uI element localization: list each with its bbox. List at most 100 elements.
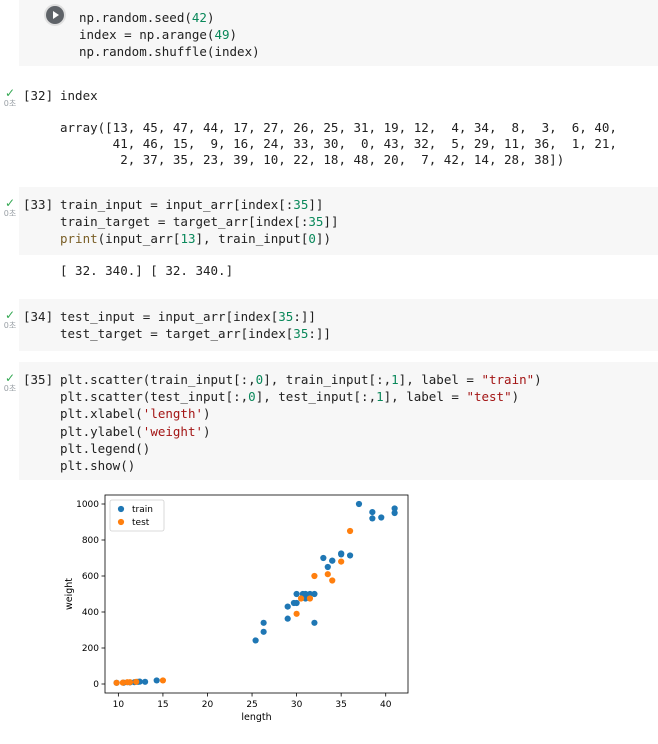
test-point	[306, 595, 314, 602]
y-tick-label: 400	[82, 608, 99, 618]
x-tick-label: 20	[202, 700, 214, 710]
code-line: train_input = input_arr[index[:35]]	[60, 196, 338, 213]
code-token: 0	[255, 372, 264, 387]
code-token: "test"	[466, 389, 512, 405]
code-token: 35	[293, 326, 309, 342]
execution-count: [33]	[23, 197, 54, 212]
x-tick-label: 15	[157, 700, 168, 710]
code-token: ], train_input[:,	[263, 372, 392, 387]
code-line: print(input_arr[13], train_input[0])	[60, 230, 338, 247]
x-tick-label: 30	[291, 700, 303, 710]
test-point	[346, 527, 354, 535]
train-point	[284, 603, 291, 610]
execution-count: [35]	[23, 372, 54, 387]
code-line: plt.scatter(test_input[:,0], test_input[…	[60, 388, 542, 405]
x-tick-label: 35	[335, 700, 346, 710]
status-check-icon: ✓	[4, 371, 16, 385]
code-token: 1	[376, 389, 384, 405]
cell-output: [ 32. 340.] [ 32. 340.]	[60, 263, 234, 278]
y-tick-label: 800	[82, 536, 99, 546]
train-point	[346, 552, 354, 559]
code-token: )	[203, 423, 211, 439]
execution-duration: 0초	[3, 99, 17, 108]
code-line: plt.xlabel('length')	[60, 405, 542, 422]
code-token: plt.scatter(train_input[:,	[60, 372, 256, 387]
code-token: plt.scatter(test_input[:,	[60, 389, 249, 405]
train-point	[329, 557, 336, 564]
code-editor[interactable]: np.random.seed(42) index = np.arange(49) n…	[19, 0, 658, 66]
code-token: 13	[180, 231, 196, 247]
code-token: plt.show()	[60, 458, 136, 474]
code-token: ], train_input[	[195, 231, 309, 247]
code-line: plt.scatter(train_input[:,0], train_inpu…	[60, 371, 542, 388]
status-check-icon: ✓	[4, 86, 16, 100]
code-token: ]]	[308, 197, 324, 212]
code-token: 0	[248, 389, 256, 405]
test-point	[338, 558, 345, 565]
code-token: 'weight'	[142, 423, 204, 439]
code-token: test_target = target_arr[index[	[60, 326, 294, 342]
code-lines: train_input = input_arr[index[:35]] train…	[60, 196, 338, 248]
test-point	[311, 572, 318, 580]
code-token: :]]	[293, 309, 316, 324]
code-line: np.random.seed(42)	[79, 9, 260, 26]
code-token: train_target = target_arr[index[:	[60, 214, 309, 230]
train-point	[302, 590, 309, 598]
code-lines: np.random.seed(42) index = np.arange(49) n…	[79, 9, 260, 61]
code-token: )	[203, 406, 211, 422]
code-line: plt.legend()	[60, 440, 542, 457]
train-point	[338, 551, 345, 558]
code-editor[interactable]: [35] plt.scatter(train_input[:,0], train…	[19, 362, 658, 480]
train-point	[290, 599, 298, 607]
execution-duration: 0초	[3, 209, 17, 218]
y-tick-label: 200	[82, 644, 99, 654]
code-editor[interactable]: [34] test_input = input_arr[index[35:]] t…	[19, 299, 658, 351]
code-editor[interactable]: [33] train_input = input_arr[index[:35]]…	[19, 187, 658, 255]
x-tick-label: 40	[380, 700, 392, 710]
code-line: train_target = target_arr[index[:35]]	[60, 213, 338, 230]
code-token: )	[229, 27, 238, 43]
train-point	[311, 619, 318, 626]
code-line: index	[60, 87, 98, 104]
code-token: index = np.arange(	[79, 27, 215, 43]
train-point	[391, 505, 398, 512]
y-tick-label: 1000	[76, 500, 99, 510]
test-point	[119, 679, 126, 686]
test-point	[113, 679, 120, 686]
code-token: np.random.shuffle(index)	[79, 44, 260, 60]
code-token: 35	[278, 309, 294, 324]
train-point	[142, 678, 149, 685]
code-token: ]]	[323, 214, 339, 230]
code-token: 35	[308, 214, 324, 230]
run-cell-button[interactable]	[46, 6, 64, 24]
train-point	[391, 509, 398, 517]
test-point	[297, 595, 305, 602]
train-point	[260, 628, 267, 635]
train-point	[284, 615, 291, 622]
code-token: )	[534, 372, 542, 387]
cell-3: ✓ 0초 [34] test_input = input_arr[index[3…	[0, 299, 658, 351]
test-point	[126, 679, 134, 686]
code-token: ])	[315, 231, 331, 247]
train-point	[355, 500, 363, 508]
x-axis-label: length	[241, 712, 271, 723]
code-line: np.random.shuffle(index)	[79, 43, 260, 60]
code-line: test_target = target_arr[index[35:]]	[60, 325, 331, 342]
cell-2: ✓ 0초 [33] train_input = input_arr[index[…	[0, 187, 658, 287]
code-token: plt.ylabel(	[60, 423, 143, 439]
legend-marker	[117, 518, 125, 526]
test-point	[159, 677, 167, 684]
code-editor[interactable]: [32] index	[19, 84, 658, 110]
code-lines: test_input = input_arr[index[35:]] test_t…	[60, 308, 331, 342]
code-token: plt.xlabel(	[60, 406, 143, 422]
code-token: print	[60, 231, 98, 247]
train-point	[320, 554, 327, 562]
train-point	[252, 637, 259, 644]
code-token: :]]	[308, 326, 331, 342]
test-point	[293, 610, 300, 617]
cell-0: np.random.seed(42) index = np.arange(49) n…	[0, 0, 658, 67]
code-token: 0	[308, 231, 316, 247]
code-lines: index	[60, 87, 98, 104]
legend-label: train	[132, 505, 153, 515]
train-point	[378, 514, 385, 521]
